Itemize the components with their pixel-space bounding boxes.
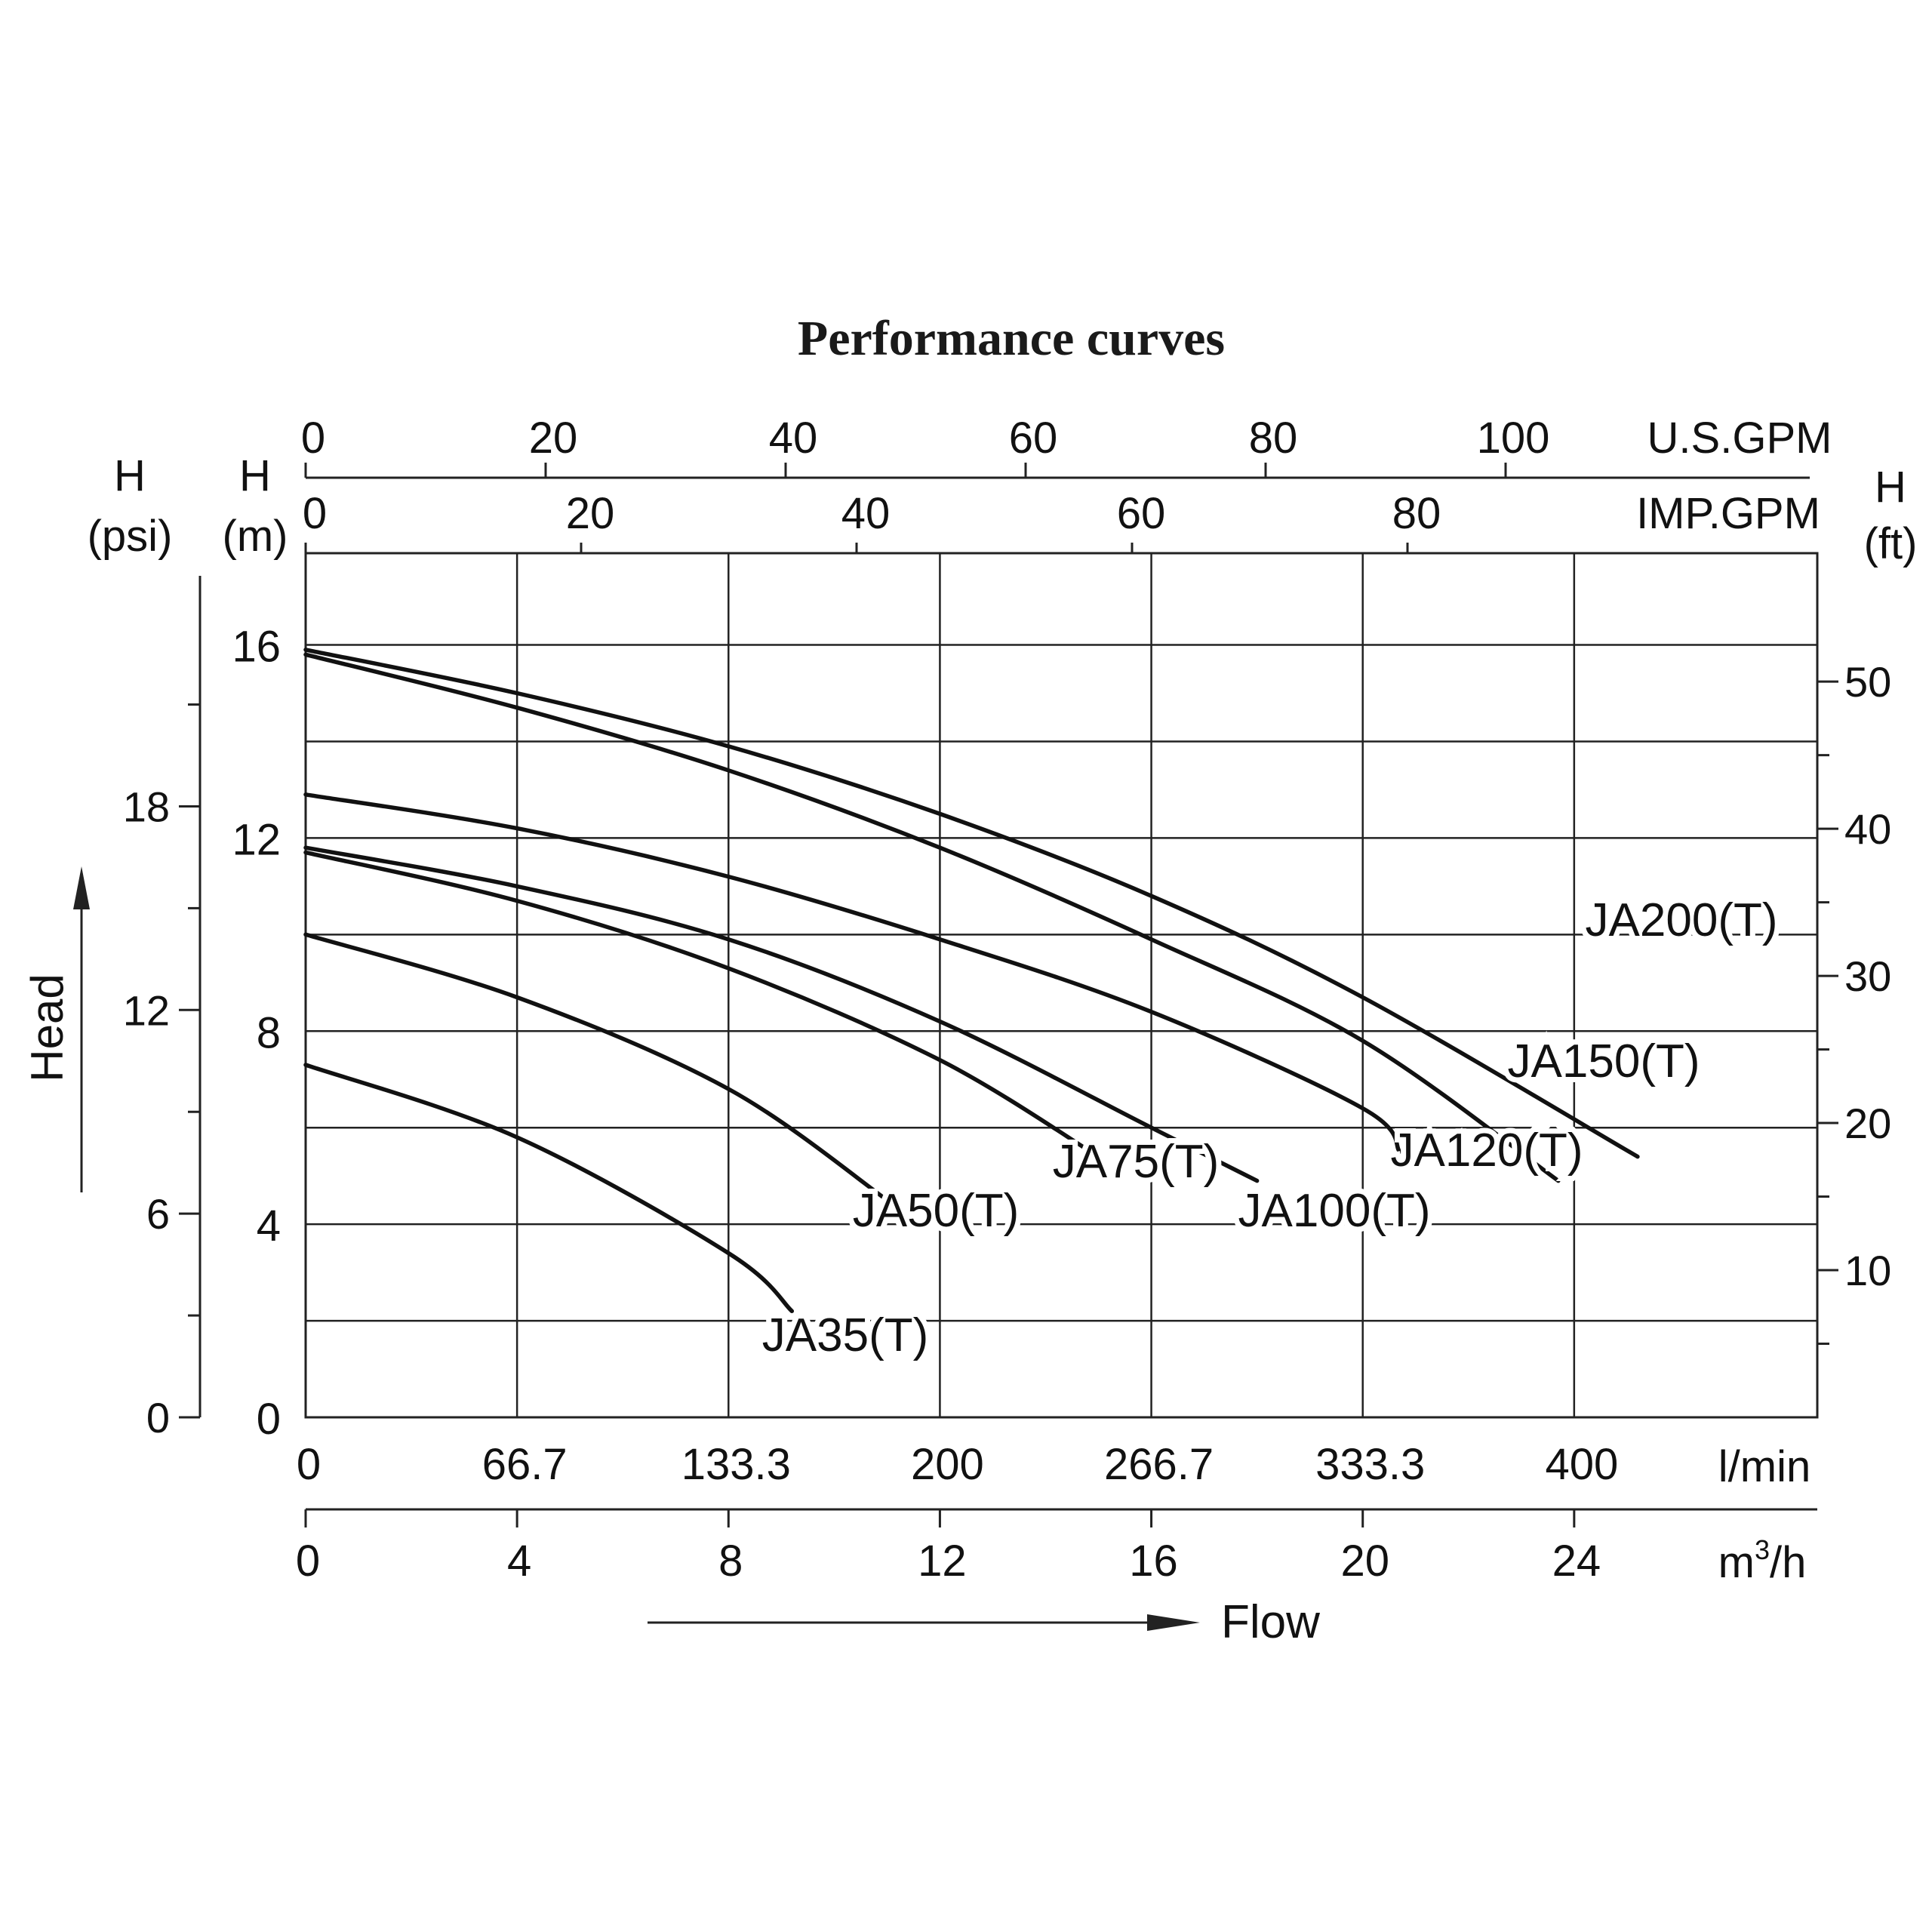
m-axis-title: H	[239, 451, 271, 500]
series-label: JA120(T)	[1391, 1124, 1583, 1177]
ft-axis-title: H	[1875, 463, 1906, 512]
x-tick-label-m3h: 16	[1129, 1537, 1178, 1586]
series-line-ja35t	[303, 1063, 795, 1314]
psi-axis-title: H	[114, 451, 146, 500]
impgpm-unit-label: IMP.GPM	[1636, 489, 1820, 538]
ft-axis-unit: (ft)	[1864, 519, 1918, 568]
y-tick-label-ft: 20	[1844, 1100, 1891, 1147]
series-line-ja75t	[303, 850, 1101, 1159]
flow-arrow-icon	[1147, 1614, 1200, 1631]
series-line-ja120t	[303, 792, 1402, 1154]
y-tick-label-psi: 6	[146, 1190, 170, 1238]
x-tick-label-usgpm: 40	[769, 414, 818, 463]
x-tick-label-m3h: 12	[918, 1537, 967, 1586]
x-tick-label-impgpm: 40	[841, 489, 891, 538]
lmin-unit-label: l/min	[1718, 1442, 1810, 1491]
x-tick-label-lmin: 133.3	[681, 1440, 791, 1489]
chart-title: Performance curves	[798, 311, 1225, 366]
x-tick-label-impgpm: 0	[303, 489, 327, 538]
y-tick-label-m: 16	[232, 623, 281, 672]
x-tick-label-impgpm: 80	[1392, 489, 1441, 538]
series-label: JA150(T)	[1508, 1035, 1700, 1088]
series-line-ja200t	[303, 648, 1640, 1159]
x-tick-label-m3h: 8	[718, 1537, 743, 1586]
x-tick-label-lmin: 0	[297, 1440, 321, 1489]
series-group: JA200(T) JA150(T) JA120(T) JA100(T) JA75(T) J…	[303, 648, 1783, 1367]
y-tick-label-psi: 0	[146, 1394, 170, 1441]
series-label: JA100(T)	[1238, 1185, 1431, 1237]
x-tick-label-usgpm: 60	[1009, 414, 1058, 463]
m-axis-unit: (m)	[223, 512, 288, 561]
x-tick-label-m3h: 20	[1340, 1537, 1389, 1586]
x-tick-label-m3h: 24	[1552, 1537, 1601, 1586]
y-tick-label-m: 4	[257, 1201, 281, 1251]
x-tick-label-impgpm: 60	[1117, 489, 1166, 538]
x-tick-label-usgpm: 20	[529, 414, 578, 463]
x-tick-label-lmin: 400	[1545, 1440, 1618, 1489]
series-line-ja150t	[303, 652, 1561, 1183]
plot-grid	[304, 552, 1819, 1419]
x-tick-label-lmin: 200	[911, 1440, 984, 1489]
y-tick-label-ft: 40	[1844, 805, 1891, 853]
x-tick-label-lmin: 333.3	[1315, 1440, 1425, 1489]
y-tick-label-psi: 18	[123, 783, 170, 830]
x-tick-label-usgpm: 0	[301, 414, 325, 463]
x-tick-label-m3h: 0	[296, 1537, 320, 1586]
plot-frame	[304, 552, 1819, 1419]
m3h-unit-label: m3/h	[1718, 1534, 1807, 1587]
x-tick-label-lmin: 66.7	[482, 1440, 568, 1489]
y-tick-label-ft: 30	[1844, 952, 1891, 1000]
axes-group: 0481216061218H(psi)H(m)1020304050H(ft)He…	[22, 414, 1917, 1648]
series-label: JA50(T)	[853, 1185, 1019, 1237]
y-tick-label-ft: 10	[1844, 1247, 1891, 1294]
y-tick-label-ft: 50	[1844, 658, 1891, 706]
x-tick-label-m3h: 4	[507, 1537, 531, 1586]
series-label: JA35(T)	[762, 1309, 928, 1361]
x-tick-label-impgpm: 20	[566, 489, 615, 538]
series-line-ja50t	[303, 932, 890, 1202]
head-axis-label: Head	[22, 974, 72, 1081]
y-tick-label-m: 0	[257, 1395, 281, 1444]
x-tick-label-usgpm: 80	[1249, 414, 1298, 463]
usgpm-unit-label: U.S.GPM	[1647, 414, 1832, 463]
series-line-ja100t	[303, 845, 1260, 1183]
head-arrow-icon	[73, 866, 90, 909]
series-label: JA200(T)	[1586, 894, 1778, 946]
y-tick-label-m: 12	[232, 815, 281, 864]
flow-axis-label: Flow	[1221, 1596, 1320, 1648]
series-label: JA75(T)	[1053, 1136, 1219, 1188]
x-tick-label-lmin: 266.7	[1104, 1440, 1214, 1489]
x-tick-label-usgpm: 100	[1477, 414, 1550, 463]
y-tick-label-m: 8	[257, 1008, 281, 1057]
y-tick-label-psi: 12	[123, 986, 170, 1034]
psi-axis-unit: (psi)	[88, 512, 173, 561]
